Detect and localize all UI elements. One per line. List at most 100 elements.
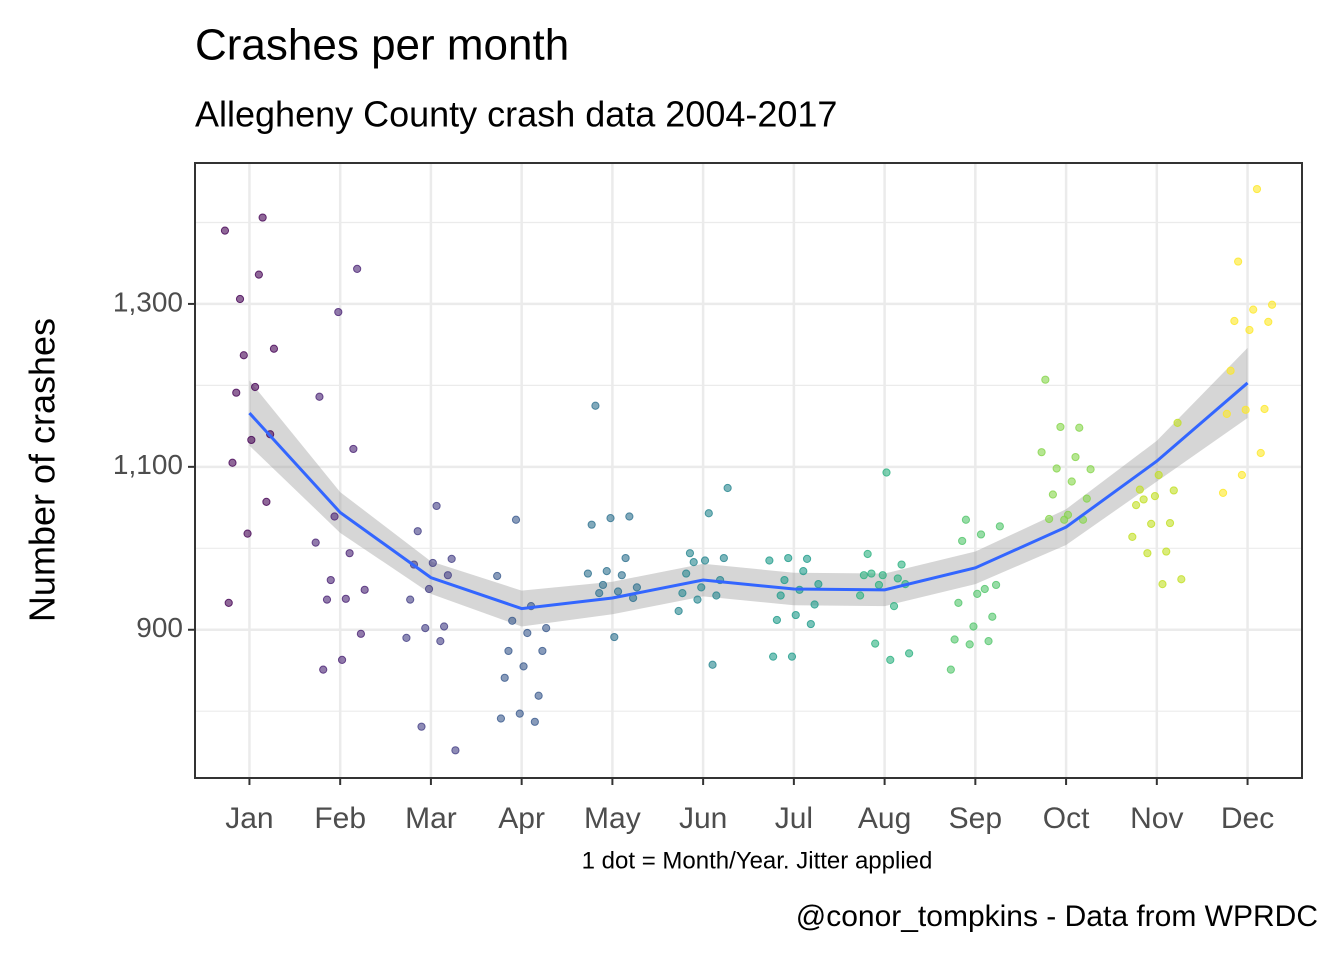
data-point [859,571,868,580]
data-point [984,637,993,646]
data-point [871,639,880,648]
data-point [447,554,456,563]
data-point [1135,485,1144,494]
data-point [523,628,532,638]
data-point [1249,305,1258,314]
data-point [1147,519,1156,528]
data-point [1150,492,1160,501]
data-point [1267,300,1277,309]
data-point [882,468,891,477]
data-point [1264,317,1273,326]
data-point [1075,423,1084,432]
chart-title: Crashes per month [195,21,569,70]
data-point [1143,549,1152,558]
data-point [1154,470,1163,480]
data-point [806,619,815,629]
data-point [980,584,989,594]
data-point [504,646,513,656]
data-point [905,649,914,658]
data-point [436,637,445,646]
data-point [719,553,728,563]
data-point [765,556,774,565]
data-point [1131,501,1141,510]
data-point [678,588,687,598]
data-point [1173,418,1182,427]
data-point [258,213,267,222]
data-point [220,226,230,235]
data-point [617,571,626,580]
data-point [311,538,320,547]
data-point [693,595,702,604]
data-point [356,629,366,638]
chart-subtitle: Allegheny County crash data 2004-2017 [195,94,837,135]
data-point [341,594,350,603]
data-point [893,574,902,583]
data-point [1162,547,1171,556]
x-tick-label: Jan [225,802,273,835]
data-point [534,691,543,700]
data-point [353,264,362,273]
data-point [802,554,812,563]
x-tick-label: Mar [405,802,457,835]
data-point [583,569,592,578]
data-point [402,633,411,642]
x-tick-label: Jun [679,802,727,835]
data-point [697,583,706,592]
data-point [700,556,710,565]
data-point [954,598,963,607]
data-point [602,566,611,576]
data-point [791,610,800,620]
panel-border [194,162,1303,779]
data-point [334,307,343,317]
x-tick-label: Sep [949,802,1002,835]
data-point [1226,366,1235,375]
data-point [969,622,978,631]
data-point [1237,470,1247,480]
data-point [1234,257,1243,266]
data-point [254,270,263,279]
data-point [1067,477,1076,486]
data-point [961,515,971,524]
data-point [440,622,449,631]
x-tick-label: Nov [1130,802,1183,835]
data-point [598,580,608,590]
x-tick-label: Apr [498,802,545,835]
data-point [511,515,521,524]
data-point [262,497,271,506]
data-point [269,344,279,353]
data-point [1260,404,1269,414]
data-point [595,588,604,598]
data-point [995,522,1004,531]
x-tick-label: Oct [1043,802,1090,835]
data-point [1256,448,1265,458]
data-point [632,583,641,592]
data-point [1082,494,1091,503]
data-point [897,560,906,569]
data-point [542,624,551,633]
data-point [682,569,691,578]
data-point [1086,465,1095,474]
data-point [315,392,324,401]
data-point [1048,490,1057,499]
data-point [443,571,452,580]
data-point [1060,515,1069,524]
data-point [1052,464,1061,473]
data-point [988,612,997,621]
data-point [799,566,808,576]
data-point [708,660,717,669]
data-point [867,569,876,578]
data-point [530,717,539,726]
caption: @conor_tompkins - Data from WPRDC [796,900,1318,933]
data-point [345,549,354,558]
data-point [958,536,967,546]
data-point [1165,518,1175,528]
data-point [538,646,547,656]
x-tick-label: Feb [314,802,366,835]
x-tick-label: May [584,802,641,835]
data-point [330,512,339,521]
y-axis-label: Number of crashes [22,318,63,622]
data-point [1071,452,1080,462]
data-point [810,600,819,609]
y-tick-label: 1,100 [113,449,183,480]
data-point [976,530,986,539]
